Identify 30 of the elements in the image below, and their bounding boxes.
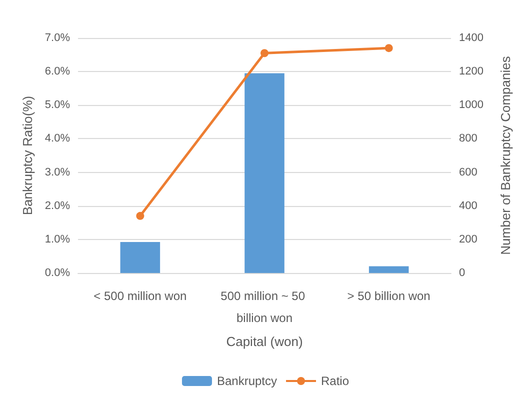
x-tick-label: 500 million ~ 50 billion won — [220, 289, 308, 325]
x-tick-label: > 50 billion won — [347, 289, 430, 303]
y2-tick-label: 0 — [459, 267, 466, 279]
y2-tick-label: 600 — [459, 166, 478, 178]
y2-tick-label: 1400 — [459, 32, 484, 44]
y-tick-label: 2.0% — [44, 200, 70, 212]
y2-axis-title: Number of Bankruptcy Companies — [498, 56, 513, 255]
y-tick-label: 0.0% — [44, 267, 70, 279]
y-tick-label: 7.0% — [44, 32, 70, 44]
x-tick-label: < 500 million won — [94, 289, 187, 303]
legend-label: Ratio — [321, 374, 350, 388]
y-tick-label: 6.0% — [44, 66, 70, 78]
bar — [368, 266, 409, 273]
y2-tick-label: 1200 — [459, 66, 484, 78]
y-tick-label: 4.0% — [44, 132, 70, 145]
y-tick-label: 3.0% — [44, 166, 70, 178]
point — [384, 44, 393, 52]
y2-tick-label: 1000 — [459, 99, 484, 112]
y-tick-label: 5.0% — [44, 99, 70, 112]
y2-tick-label: 800 — [459, 132, 478, 145]
x-axis-title: Capital (won) — [226, 334, 303, 349]
y2-tick-label: 400 — [459, 200, 478, 212]
point — [136, 212, 144, 220]
y-axis-title: Bankruptcy Ratio(%) — [20, 96, 36, 216]
bar — [244, 73, 284, 273]
bar — [120, 242, 160, 273]
point — [260, 49, 268, 58]
legend-label: Bankruptcy — [216, 374, 278, 388]
y-tick-label: 1.0% — [44, 233, 70, 246]
y2-tick-label: 200 — [459, 233, 478, 246]
